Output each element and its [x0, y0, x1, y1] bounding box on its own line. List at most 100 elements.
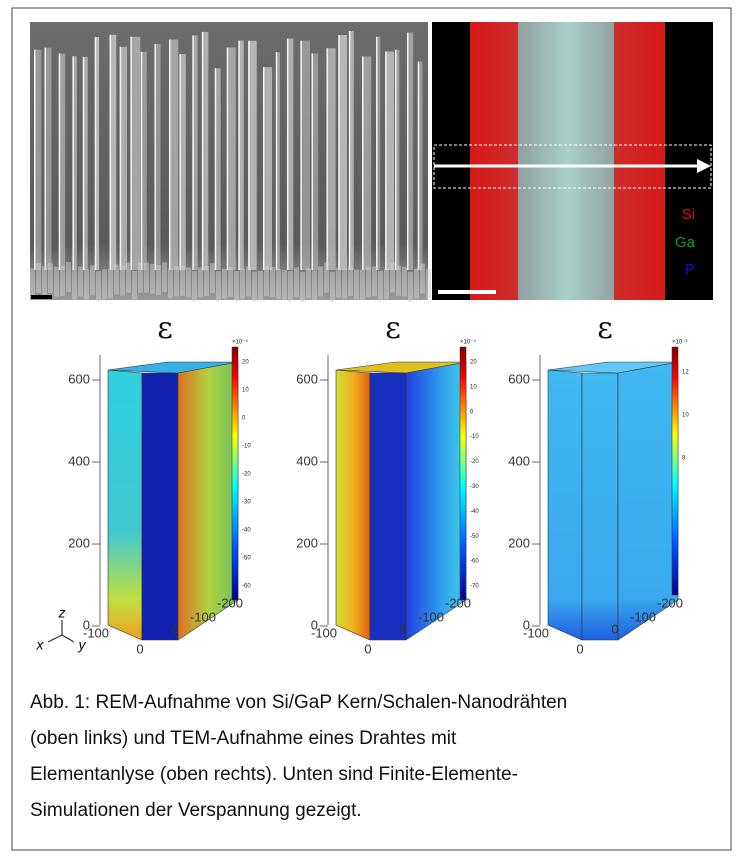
base-debris	[270, 266, 275, 297]
colorbar-tick-label: 0	[470, 409, 474, 415]
legend-label: Si	[682, 206, 695, 223]
base-debris	[222, 268, 227, 299]
colorbar-scale: ×10⁻³	[672, 340, 687, 346]
legend-label: P	[685, 261, 695, 278]
nanowire	[140, 51, 147, 270]
base-debris	[120, 265, 125, 296]
base-debris	[210, 263, 215, 294]
base-debris	[300, 271, 305, 302]
base-debris	[36, 262, 41, 293]
y-tick-label: 0	[171, 621, 178, 636]
z-tick-label: 0	[311, 617, 318, 632]
base-debris	[420, 263, 425, 294]
axis-triad: zx y	[36, 605, 87, 653]
nanowire-edge	[238, 40, 240, 271]
nanowire-edge	[248, 40, 250, 270]
caption-line: Elementanlyse (oben rechts). Unten sind …	[30, 764, 518, 785]
base-debris	[30, 268, 35, 299]
base-debris	[54, 266, 59, 297]
y-tick-label: -100	[190, 609, 216, 624]
base-debris	[372, 266, 377, 297]
plot-title: ε	[597, 311, 613, 346]
colorbar-tick-label: 10	[682, 413, 689, 419]
x-tick-label: -100	[311, 625, 337, 640]
nanowire	[385, 51, 395, 271]
nanowire	[248, 40, 257, 270]
triad-label: x	[36, 637, 45, 653]
nanowire-edge	[201, 31, 204, 270]
base-debris	[180, 265, 185, 296]
colorbar-tick-label: -60	[242, 584, 251, 590]
x-tick-label: 0	[576, 641, 583, 656]
colorbar	[671, 346, 679, 596]
nanowire-edge	[119, 46, 122, 270]
base-debris	[282, 269, 287, 300]
z-tick-label: 600	[296, 371, 318, 386]
nanowire	[311, 53, 319, 270]
nanowire-edge	[348, 30, 351, 270]
nanowire	[44, 47, 52, 270]
nanowire-edge	[154, 44, 156, 270]
nanowire-edge	[376, 36, 378, 270]
nanowire-edge	[226, 47, 229, 270]
base-debris	[240, 268, 245, 299]
left-face	[335, 369, 371, 641]
colorbar-tick-label: -60	[470, 559, 479, 565]
base-debris	[42, 266, 47, 297]
base-debris	[246, 266, 251, 297]
colorbar-tick-label: 8	[682, 456, 686, 462]
strain-plot: εxx6004002000-10000-100-200×10⁻⁴20100-10…	[68, 311, 251, 656]
base-debris	[162, 262, 167, 293]
triad-arrow	[61, 634, 75, 643]
nanowire	[238, 40, 244, 271]
base-debris	[354, 269, 359, 300]
left-face	[107, 369, 143, 641]
tem-image: Si Ga P	[432, 22, 713, 300]
nanowire	[286, 38, 294, 271]
nanowire-edge	[58, 53, 61, 271]
y-tick-label: 0	[611, 621, 618, 636]
plot-title: ε	[385, 311, 401, 346]
nanowire-edge	[262, 67, 265, 271]
caption-line: (oben links) und TEM-Aufnahme eines Drah…	[30, 728, 457, 749]
base-debris	[234, 271, 239, 302]
nanowire	[417, 61, 423, 270]
nanowire	[34, 49, 42, 271]
colorbar-tick-label: 10	[242, 388, 249, 394]
base-debris	[366, 267, 371, 298]
inner-face	[369, 372, 407, 641]
base-debris	[192, 271, 197, 302]
nanowire-edge	[395, 49, 397, 270]
base-debris	[228, 266, 233, 297]
colorbar-scale: ×10⁻⁴	[232, 339, 248, 346]
nanowire-edge	[286, 38, 289, 271]
base-debris	[72, 269, 77, 300]
base-debris	[348, 265, 353, 296]
z-tick-label: 600	[68, 371, 90, 386]
base-debris	[198, 267, 203, 298]
y-tick-label: -100	[630, 609, 656, 624]
strain-plot: εyy6004002000-10000-100-200×10⁻⁴20100-10…	[296, 311, 479, 656]
nanowire-edge	[34, 49, 36, 271]
base-debris	[288, 271, 293, 302]
colorbar-tick-label: 20	[242, 360, 249, 366]
nanowire	[179, 54, 186, 271]
colorbar-tick-label: 12	[682, 370, 689, 376]
colorbar	[459, 346, 467, 601]
nanowire-edge	[168, 39, 171, 270]
base-debris	[342, 268, 347, 299]
base-debris	[396, 265, 401, 296]
colorbar-tick-label: -70	[470, 584, 479, 590]
colorbar-tick-label: 10	[470, 384, 477, 390]
base-debris	[174, 266, 179, 297]
base-debris	[390, 262, 395, 293]
nanowire	[275, 52, 280, 270]
nanowire	[119, 46, 128, 270]
base-debris	[90, 265, 95, 296]
y-tick-label: -200	[445, 595, 471, 610]
colorbar-tick-label: -20	[242, 472, 251, 478]
nanowire-edge	[338, 35, 340, 270]
colorbar	[231, 346, 239, 601]
nanowire	[154, 44, 161, 270]
y-tick-label: -200	[217, 595, 243, 610]
